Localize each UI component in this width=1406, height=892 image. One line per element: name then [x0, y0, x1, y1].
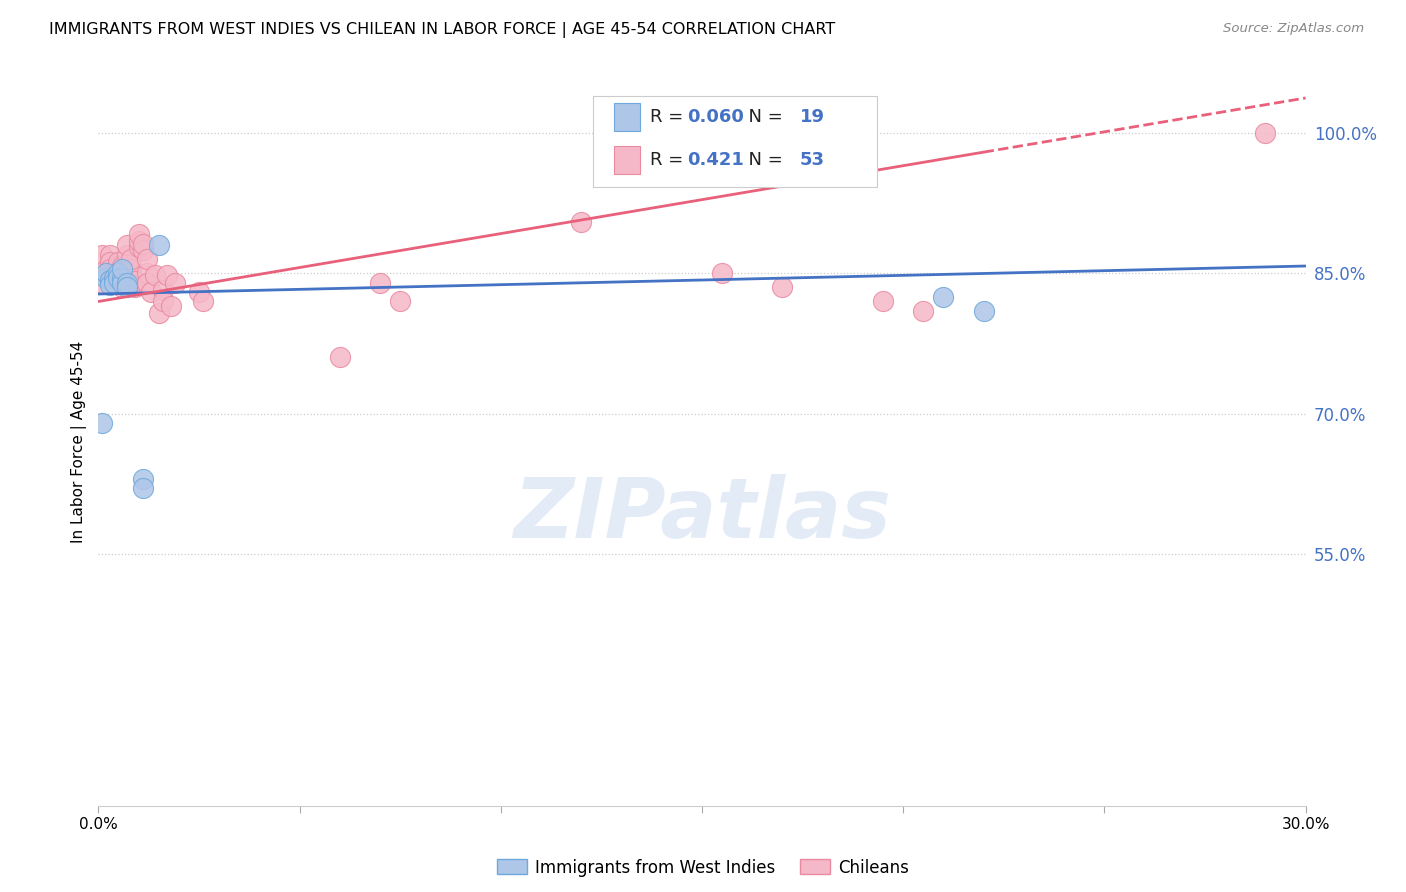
Point: [111, 271, 134, 285]
Point: [329, 351, 352, 365]
Point: [91, 276, 114, 290]
Text: 0.421: 0.421: [688, 151, 744, 169]
Text: 53: 53: [800, 151, 825, 169]
Point: [135, 252, 157, 267]
Point: [973, 303, 995, 318]
Point: [100, 277, 122, 292]
Text: R =: R =: [650, 151, 689, 169]
Point: [120, 271, 142, 285]
Point: [96, 261, 118, 276]
Point: [107, 255, 129, 269]
Point: [131, 472, 153, 486]
Point: [131, 481, 153, 495]
Point: [135, 267, 157, 281]
Point: [1254, 127, 1277, 141]
Point: [100, 255, 122, 269]
Y-axis label: In Labor Force | Age 45-54: In Labor Force | Age 45-54: [72, 341, 87, 542]
Text: Source: ZipAtlas.com: Source: ZipAtlas.com: [1223, 22, 1364, 36]
Bar: [614, 146, 640, 174]
Point: [148, 306, 170, 320]
Point: [368, 276, 391, 290]
Point: [124, 280, 146, 294]
Point: [152, 283, 174, 297]
Point: [107, 268, 129, 283]
Point: [772, 280, 794, 294]
Point: [111, 267, 134, 281]
Point: [128, 240, 150, 254]
Point: [91, 416, 114, 430]
Point: [111, 276, 134, 290]
Point: [191, 294, 214, 309]
Text: IMMIGRANTS FROM WEST INDIES VS CHILEAN IN LABOR FORCE | AGE 45-54 CORRELATION CH: IMMIGRANTS FROM WEST INDIES VS CHILEAN I…: [49, 22, 835, 38]
Point: [115, 248, 138, 262]
Point: [143, 268, 166, 283]
Point: [115, 257, 138, 271]
Point: [115, 276, 138, 290]
Point: [188, 285, 211, 300]
Point: [131, 236, 153, 251]
Point: [912, 303, 935, 318]
Point: [932, 290, 955, 304]
FancyBboxPatch shape: [593, 95, 877, 186]
Point: [91, 248, 114, 262]
Point: [111, 273, 134, 287]
Point: [115, 280, 138, 294]
Point: [96, 271, 118, 285]
Point: [103, 276, 125, 290]
Point: [107, 267, 129, 281]
Point: [100, 273, 122, 287]
Point: [120, 277, 142, 292]
Point: [569, 215, 592, 229]
Text: 19: 19: [800, 108, 825, 126]
Point: [135, 276, 157, 290]
Point: [103, 265, 125, 279]
Point: [128, 227, 150, 242]
Point: [111, 259, 134, 273]
Point: [148, 238, 170, 252]
Legend: Immigrants from West Indies, Chileans: Immigrants from West Indies, Chileans: [496, 858, 910, 877]
Point: [152, 294, 174, 309]
Point: [120, 252, 142, 267]
Point: [872, 294, 894, 309]
Point: [111, 280, 134, 294]
Point: [115, 268, 138, 283]
Point: [156, 268, 179, 283]
Point: [107, 271, 129, 285]
Point: [131, 243, 153, 257]
Text: 0.060: 0.060: [688, 108, 744, 126]
Point: [107, 259, 129, 273]
Point: [711, 267, 734, 281]
Point: [103, 271, 125, 285]
Text: N =: N =: [737, 108, 789, 126]
Point: [96, 267, 118, 281]
Point: [103, 271, 125, 285]
Point: [163, 276, 186, 290]
Point: [100, 261, 122, 276]
Bar: [614, 103, 640, 130]
Point: [159, 299, 181, 313]
Point: [111, 261, 134, 276]
Point: [100, 248, 122, 262]
Text: N =: N =: [737, 151, 789, 169]
Point: [120, 261, 142, 276]
Point: [128, 234, 150, 248]
Point: [139, 285, 162, 300]
Point: [115, 276, 138, 290]
Point: [389, 294, 412, 309]
Text: R =: R =: [650, 108, 689, 126]
Point: [115, 238, 138, 252]
Text: ZIPatlas: ZIPatlas: [513, 474, 891, 555]
Point: [124, 274, 146, 288]
